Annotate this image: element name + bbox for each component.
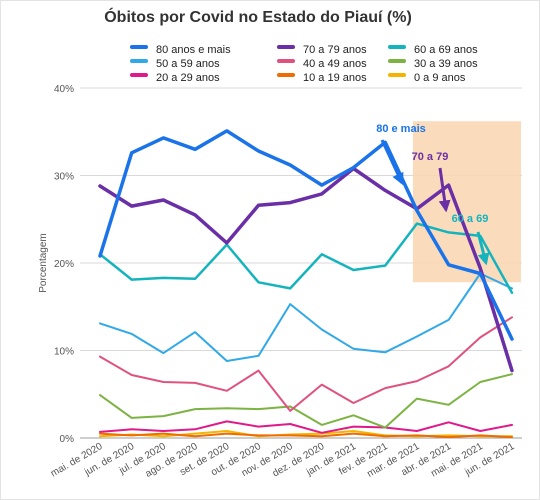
y-tick-label: 40% bbox=[54, 84, 74, 95]
legend-label: 40 a 49 anos bbox=[303, 58, 367, 70]
legend-label: 30 a 39 anos bbox=[414, 58, 478, 70]
legend-label: 60 a 69 anos bbox=[414, 44, 478, 56]
legend-label: 20 a 29 anos bbox=[156, 72, 220, 84]
legend-label: 10 a 19 anos bbox=[303, 72, 367, 84]
y-tick-label: 20% bbox=[54, 259, 74, 270]
series-line bbox=[99, 430, 513, 438]
legend-swatch bbox=[130, 73, 148, 77]
legend-swatch bbox=[277, 73, 295, 77]
legend-swatch bbox=[277, 59, 295, 63]
highlight-rect bbox=[412, 121, 521, 283]
annotation-label: 70 a 79 bbox=[412, 151, 449, 163]
y-tick-label: 0% bbox=[60, 434, 75, 445]
series-line bbox=[99, 316, 513, 412]
annotations: 80 e mais 70 a 79 60 a 69 bbox=[376, 123, 490, 266]
legend-swatch bbox=[388, 45, 406, 49]
series-line bbox=[99, 432, 513, 439]
y-axis-ticks: 0% 10% 20% 30% 40% bbox=[54, 84, 74, 445]
legend-swatch bbox=[130, 45, 148, 49]
y-tick-label: 10% bbox=[54, 347, 74, 358]
annotation-arrow bbox=[380, 139, 404, 186]
y-axis-title: Porcentagem bbox=[38, 233, 49, 292]
legend-swatch bbox=[388, 59, 406, 63]
highlight-box bbox=[412, 121, 521, 283]
annotation-label: 80 e mais bbox=[376, 123, 426, 135]
legend: 80 anos e mais 70 a 79 anos 60 a 69 anos 50… bbox=[130, 44, 478, 84]
annotation-label: 60 a 69 bbox=[452, 213, 489, 225]
series-line bbox=[99, 272, 513, 362]
legend-swatch bbox=[277, 45, 295, 49]
series-line bbox=[99, 373, 513, 429]
series-line bbox=[98, 129, 514, 341]
legend-label: 70 a 79 anos bbox=[303, 44, 367, 56]
legend-swatch bbox=[388, 73, 406, 77]
annotation-arrow bbox=[476, 231, 490, 266]
y-tick-label: 30% bbox=[54, 172, 74, 183]
chart-title: Óbitos por Covid no Estado do Piauí (%) bbox=[104, 7, 412, 26]
series-line bbox=[98, 222, 514, 295]
series-line bbox=[99, 420, 513, 434]
legend-swatch bbox=[130, 59, 148, 63]
legend-label: 80 anos e mais bbox=[156, 44, 231, 56]
legend-label: 50 a 59 anos bbox=[156, 58, 220, 70]
legend-label: 0 a 9 anos bbox=[414, 72, 466, 84]
series-lines bbox=[98, 129, 514, 439]
annotation-arrow bbox=[438, 167, 451, 213]
